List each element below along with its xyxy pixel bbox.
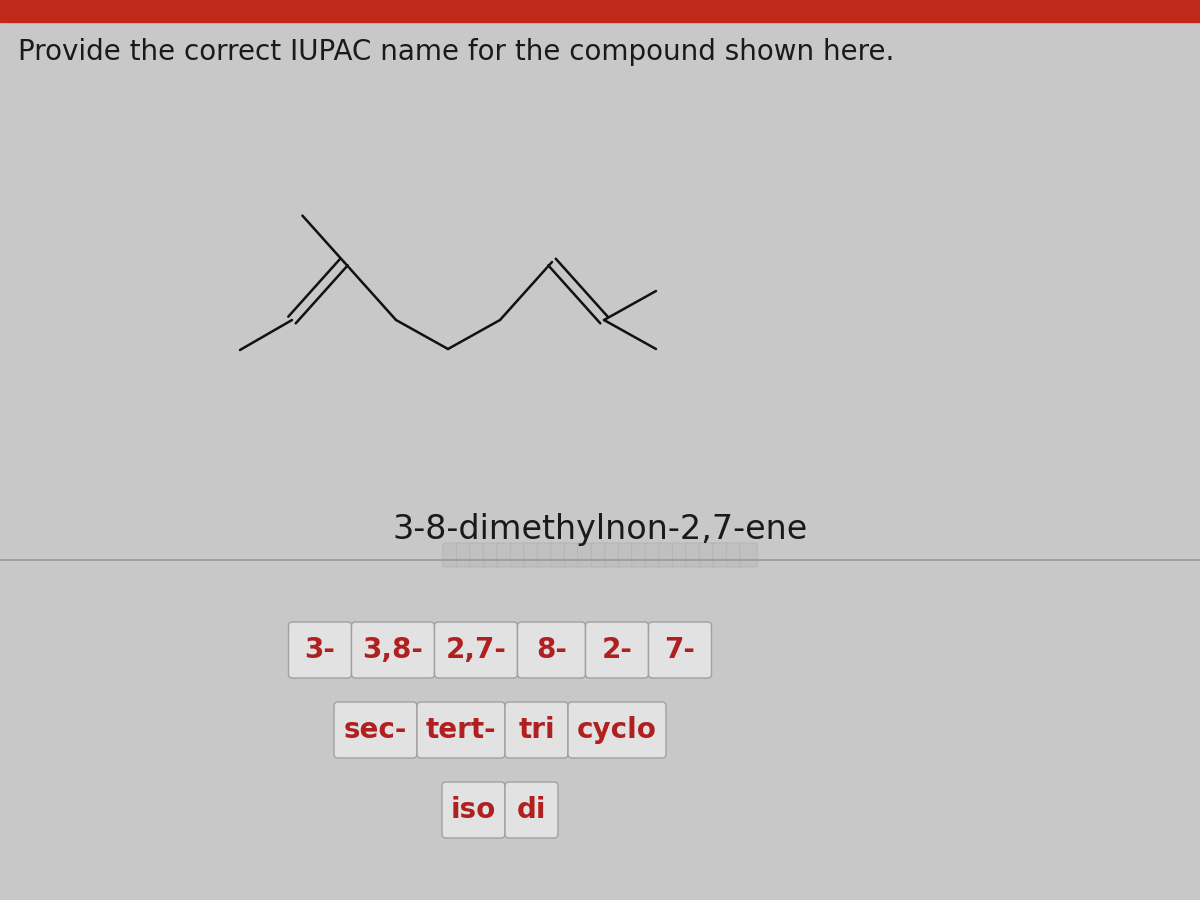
FancyBboxPatch shape xyxy=(510,543,528,567)
FancyBboxPatch shape xyxy=(685,543,703,567)
FancyBboxPatch shape xyxy=(605,543,623,567)
Text: iso: iso xyxy=(451,796,496,824)
FancyBboxPatch shape xyxy=(551,543,569,567)
Text: 8-: 8- xyxy=(536,636,566,664)
FancyBboxPatch shape xyxy=(586,622,648,678)
FancyBboxPatch shape xyxy=(659,543,677,567)
FancyBboxPatch shape xyxy=(538,543,554,567)
FancyBboxPatch shape xyxy=(469,543,487,567)
FancyBboxPatch shape xyxy=(577,543,595,567)
FancyBboxPatch shape xyxy=(442,782,505,838)
Text: tri: tri xyxy=(518,716,554,744)
Bar xyxy=(0,490,1200,565)
FancyBboxPatch shape xyxy=(672,543,690,567)
FancyBboxPatch shape xyxy=(564,543,582,567)
FancyBboxPatch shape xyxy=(456,543,474,567)
FancyBboxPatch shape xyxy=(739,543,757,567)
FancyBboxPatch shape xyxy=(288,622,352,678)
Text: 2,7-: 2,7- xyxy=(445,636,506,664)
Text: cyclo: cyclo xyxy=(577,716,656,744)
FancyBboxPatch shape xyxy=(726,543,744,567)
FancyBboxPatch shape xyxy=(592,543,608,567)
Text: sec-: sec- xyxy=(344,716,407,744)
FancyBboxPatch shape xyxy=(418,702,505,758)
Bar xyxy=(0,0,1200,22)
FancyBboxPatch shape xyxy=(517,622,586,678)
FancyBboxPatch shape xyxy=(434,622,517,678)
FancyBboxPatch shape xyxy=(352,622,434,678)
Text: tert-: tert- xyxy=(426,716,497,744)
FancyBboxPatch shape xyxy=(497,543,515,567)
FancyBboxPatch shape xyxy=(631,543,649,567)
FancyBboxPatch shape xyxy=(568,702,666,758)
FancyBboxPatch shape xyxy=(700,543,716,567)
Text: Provide the correct IUPAC name for the compound shown here.: Provide the correct IUPAC name for the c… xyxy=(18,38,894,66)
FancyBboxPatch shape xyxy=(523,543,541,567)
FancyBboxPatch shape xyxy=(713,543,731,567)
Text: 3-8-dimethylnon-2,7-ene: 3-8-dimethylnon-2,7-ene xyxy=(392,514,808,546)
FancyBboxPatch shape xyxy=(618,543,636,567)
FancyBboxPatch shape xyxy=(648,622,712,678)
FancyBboxPatch shape xyxy=(505,702,568,758)
Text: 3-: 3- xyxy=(305,636,336,664)
Text: 2-: 2- xyxy=(601,636,632,664)
FancyBboxPatch shape xyxy=(484,543,500,567)
Text: 3,8-: 3,8- xyxy=(362,636,424,664)
FancyBboxPatch shape xyxy=(334,702,418,758)
FancyBboxPatch shape xyxy=(646,543,662,567)
FancyBboxPatch shape xyxy=(443,543,461,567)
Text: di: di xyxy=(517,796,546,824)
FancyBboxPatch shape xyxy=(505,782,558,838)
Text: 7-: 7- xyxy=(665,636,696,664)
